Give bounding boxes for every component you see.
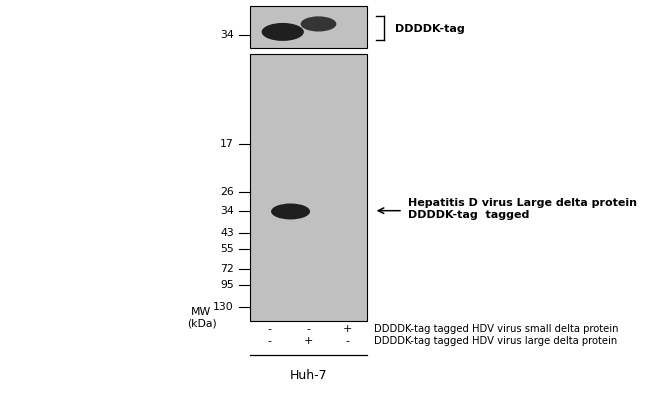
Text: 17: 17: [220, 138, 234, 149]
Bar: [250, 54, 367, 321]
Text: Huh-7: Huh-7: [290, 369, 328, 381]
Text: +: +: [343, 324, 352, 334]
Ellipse shape: [271, 203, 310, 219]
Text: 72: 72: [220, 264, 234, 275]
Text: -: -: [346, 336, 350, 346]
Text: +: +: [304, 336, 313, 346]
Text: 95: 95: [220, 280, 234, 290]
Text: DDDDK-tag  tagged: DDDDK-tag tagged: [408, 210, 530, 221]
Text: 26: 26: [220, 186, 234, 197]
Text: 34: 34: [220, 206, 234, 217]
Ellipse shape: [300, 16, 337, 32]
Bar: [250, 6, 367, 48]
Text: DDDDK-tag tagged HDV virus small delta protein: DDDDK-tag tagged HDV virus small delta p…: [374, 324, 618, 334]
Text: MW
(kDa): MW (kDa): [187, 307, 216, 329]
Text: DDDDK-tag: DDDDK-tag: [395, 24, 465, 34]
Text: 43: 43: [220, 228, 234, 239]
Text: -: -: [268, 336, 272, 346]
Text: 130: 130: [213, 302, 234, 312]
Text: 55: 55: [220, 244, 234, 255]
Ellipse shape: [261, 23, 304, 41]
Text: 34: 34: [220, 30, 234, 40]
Text: Hepatitis D virus Large delta protein: Hepatitis D virus Large delta protein: [408, 198, 637, 208]
Text: DDDDK-tag tagged HDV virus large delta protein: DDDDK-tag tagged HDV virus large delta p…: [374, 336, 617, 346]
Text: -: -: [268, 324, 272, 334]
Text: -: -: [307, 324, 311, 334]
